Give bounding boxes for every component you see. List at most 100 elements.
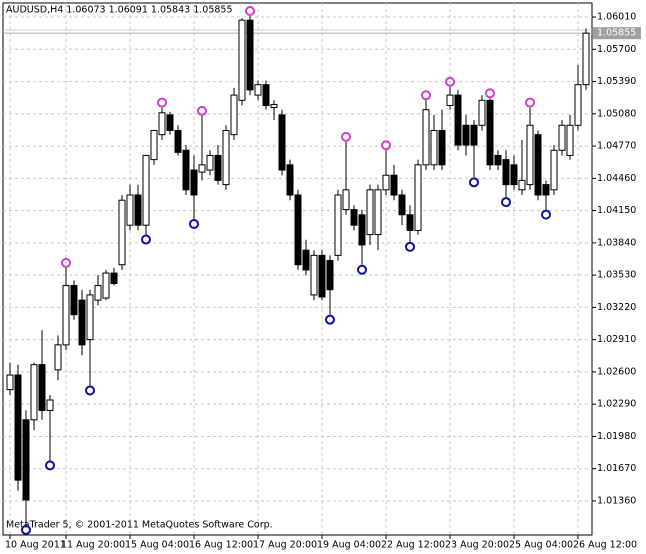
candle-body: [334, 194, 342, 256]
candle-body: [390, 174, 398, 196]
candle-body: [206, 154, 214, 171]
candle-body: [542, 184, 550, 196]
fractal-up: [525, 97, 535, 108]
candle-body: [462, 124, 470, 146]
fractal-down: [45, 460, 55, 471]
fractal-down: [21, 524, 31, 535]
fractal-down: [189, 218, 199, 229]
candle-body: [558, 124, 566, 151]
candle-body: [510, 164, 518, 186]
candle-body: [502, 159, 510, 186]
candle-body: [118, 199, 126, 266]
candle-body: [174, 129, 182, 153]
fractal-up: [445, 76, 455, 87]
candle-body: [254, 84, 262, 96]
candle-body: [142, 154, 150, 226]
x-tick-label: 25 Aug 04:00: [509, 540, 573, 551]
candle-body: [166, 114, 174, 131]
y-tick-label: 1.03220: [597, 302, 636, 313]
candle-body: [430, 129, 438, 166]
candle-body: [470, 124, 478, 146]
candle-body: [54, 344, 62, 371]
candle-body: [30, 364, 38, 421]
candle-body: [486, 99, 494, 166]
candle-body: [342, 189, 350, 211]
candle-body: [22, 419, 30, 501]
candle-body: [278, 114, 286, 171]
candle-body: [310, 254, 318, 296]
candle-body: [46, 399, 54, 411]
candle-body: [526, 124, 534, 186]
y-tick-label: 1.05080: [597, 108, 636, 119]
fractal-up: [157, 97, 167, 108]
fractal-down: [141, 234, 151, 245]
candle-body: [78, 299, 86, 346]
x-tick-label: 15 Aug 04:00: [125, 540, 189, 551]
candle-body: [102, 272, 110, 299]
y-tick-label: 1.01980: [597, 431, 636, 442]
candle-body: [182, 149, 190, 191]
candle-body: [214, 154, 222, 181]
candle-body: [518, 179, 526, 191]
fractal-up: [421, 90, 431, 101]
candle-body: [14, 374, 22, 481]
candle-body: [534, 134, 542, 196]
y-tick-label: 1.04770: [597, 141, 636, 152]
candle-body: [38, 364, 46, 411]
candle-body: [62, 285, 70, 346]
candle-body: [318, 254, 326, 298]
candle-body: [190, 169, 198, 196]
candle-body: [94, 285, 102, 301]
fractal-down: [469, 177, 479, 188]
candle-body: [454, 94, 462, 146]
candle-body: [566, 124, 574, 156]
candle-body: [398, 194, 406, 216]
x-tick-label: 19 Aug 04:00: [317, 540, 381, 551]
y-tick-label: 1.03840: [597, 237, 636, 248]
x-tick-label: 16 Aug 12:00: [189, 540, 253, 551]
candle-body: [150, 129, 158, 161]
candle-body: [494, 154, 502, 166]
candle-body: [302, 249, 310, 271]
candle-body: [358, 214, 366, 246]
x-tick-label: 10 Aug 2011: [5, 540, 66, 551]
candle-body: [582, 32, 590, 86]
candle-body: [198, 164, 206, 173]
fractal-down: [357, 264, 367, 275]
candle-body: [326, 260, 334, 291]
candle-body: [550, 149, 558, 191]
y-tick-label: 1.01360: [597, 495, 636, 506]
candle-body: [414, 164, 422, 231]
y-tick-label: 1.05700: [597, 44, 636, 55]
candle-body: [86, 294, 94, 341]
candle-body: [70, 285, 78, 316]
bid-label: 1.05855: [597, 28, 636, 39]
fractal-up: [245, 6, 255, 17]
fractal-up: [341, 131, 351, 142]
x-tick-label: 26 Aug 12:00: [573, 540, 637, 551]
fractal-down: [405, 241, 415, 252]
fractal-up: [197, 105, 207, 116]
fractal-down: [325, 314, 335, 325]
candle-body: [438, 129, 446, 166]
candle-body: [270, 103, 278, 109]
candle-body: [382, 174, 390, 191]
y-tick-label: 1.04460: [597, 173, 636, 184]
y-tick-label: 1.05390: [597, 76, 636, 87]
y-tick-label: 1.02600: [597, 366, 636, 377]
candle-body: [110, 272, 118, 284]
candle-body: [246, 19, 254, 91]
y-tick-label: 1.02910: [597, 334, 636, 345]
candle-body: [134, 194, 142, 226]
x-tick-label: 17 Aug 20:00: [253, 540, 317, 551]
fractal-down: [501, 197, 511, 208]
y-tick-label: 1.06010: [597, 12, 636, 23]
candle-body: [350, 209, 358, 226]
candle-body: [6, 374, 14, 391]
candle-body: [366, 189, 374, 236]
candle-body: [222, 129, 230, 186]
y-tick-label: 1.01670: [597, 463, 636, 474]
y-tick-label: 1.03530: [597, 270, 636, 281]
